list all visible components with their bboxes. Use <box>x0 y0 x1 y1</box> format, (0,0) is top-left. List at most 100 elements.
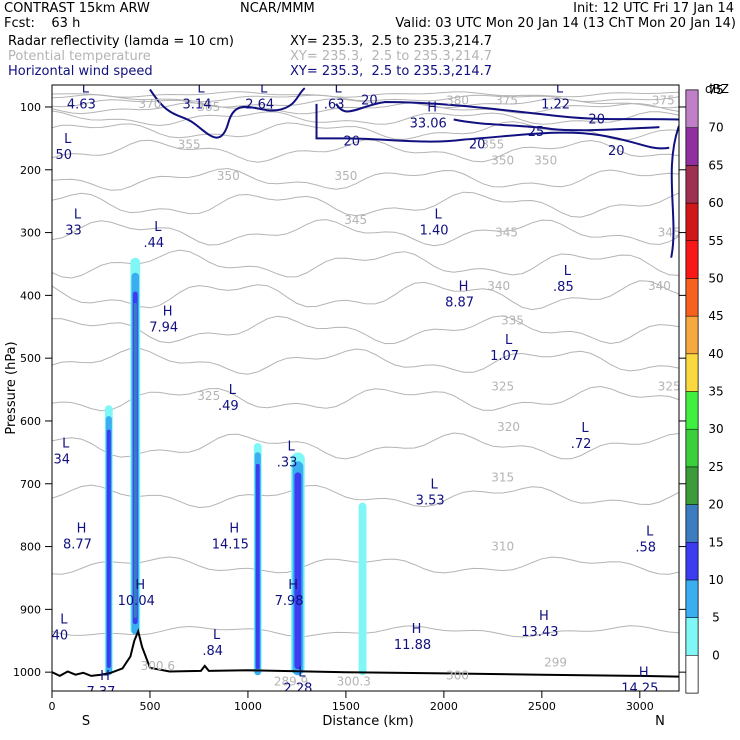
y-tick-label: 700 <box>20 478 41 491</box>
theta-contour <box>52 110 679 127</box>
colorbar-swatch <box>685 466 699 505</box>
theta-contour <box>52 191 679 218</box>
theta-contour-label: 300.3 <box>337 675 371 689</box>
theta-contour-label: 350 <box>534 153 557 167</box>
extremum-value: 10.04 <box>118 594 155 609</box>
wind-contour <box>149 87 306 139</box>
theta-contour-label: 355 <box>178 138 201 152</box>
x-tick-label: 2500 <box>528 700 556 713</box>
theta-contour-label: 299 <box>544 656 567 670</box>
wind-extremum: H14.15 <box>212 521 249 552</box>
extremum-type: L <box>298 666 306 681</box>
x-tick-label: 1500 <box>332 700 360 713</box>
wind-extremum: L.33 <box>277 440 298 471</box>
extremum-type: L <box>74 207 82 222</box>
extremum-value: 7.98 <box>275 594 304 609</box>
extremum-value: 1.07 <box>490 349 519 364</box>
theta-contour-label: 345 <box>344 213 367 227</box>
wind-extremum: H14.25 <box>621 666 658 697</box>
colorbar-label: 30 <box>708 422 723 436</box>
extremum-value: 14.25 <box>621 682 658 697</box>
theta-contour-label: 310 <box>491 540 514 554</box>
wind-extremum: L2.64 <box>245 82 274 113</box>
extremum-value: 8.87 <box>445 296 474 311</box>
wind-extremum: L4.63 <box>67 85 96 113</box>
theta-contour <box>52 484 679 509</box>
y-tick-label: 800 <box>20 541 41 554</box>
y-tick-label: 200 <box>20 164 41 177</box>
extremum-type: L <box>64 132 72 147</box>
terrain-profile <box>52 628 679 678</box>
theta-contour <box>52 347 679 375</box>
colorbar-label: 20 <box>708 498 723 512</box>
wind-extremum: L34 <box>54 437 71 468</box>
extremum-type: L <box>260 82 268 97</box>
colorbar-swatch <box>685 655 699 694</box>
organization-label: NCAR/MMM <box>240 1 315 16</box>
wind-contour-label: 20 <box>469 138 486 153</box>
colorbar-label: 70 <box>708 121 723 135</box>
wind-extremum: L.63 <box>324 85 345 113</box>
field-xy-reflectivity: XY= 235.3, 2.5 to 235.3,214.7 <box>290 34 493 49</box>
theta-contour <box>52 219 679 247</box>
theta-contour <box>52 385 679 412</box>
wind-extremum: H7.94 <box>149 305 178 336</box>
extremum-type: H <box>288 578 298 593</box>
colorbar-label: 35 <box>708 385 723 399</box>
wind-contour-label: 20 <box>588 113 605 128</box>
model-title: CONTRAST 15km ARW <box>4 1 150 16</box>
theta-contour-label: 350 <box>217 169 240 183</box>
colorbar-swatch <box>685 504 699 543</box>
wind-extremum: H7.37 <box>87 669 116 691</box>
theta-contour-label: 320 <box>497 420 520 434</box>
extremum-value: 34 <box>54 453 71 468</box>
reflectivity-cell-core-15 <box>106 429 111 668</box>
theta-contour-label: 325 <box>658 379 681 393</box>
wind-extremum: H11.88 <box>394 622 431 653</box>
wind-extremum: L3.14 <box>183 85 212 113</box>
theta-contour-label: 375 <box>652 94 675 108</box>
extremum-type: L <box>434 207 442 222</box>
extremum-value: 11.88 <box>394 638 431 653</box>
colorbar-swatch <box>685 428 699 468</box>
field-xy-wind: XY= 235.3, 2.5 to 235.3,214.7 <box>290 64 493 79</box>
wind-extremum: H33.06 <box>410 101 447 132</box>
colorbar-label: 40 <box>708 347 723 361</box>
extremum-value: .63 <box>324 98 345 113</box>
extremum-type: L <box>229 383 237 398</box>
x-tick-label: 2000 <box>430 700 458 713</box>
theta-contour-label: 350 <box>491 153 514 167</box>
colorbar-swatch <box>685 617 699 656</box>
theta-contour <box>52 249 679 279</box>
theta-contour-label: 340 <box>487 279 510 293</box>
wind-contour <box>335 100 679 121</box>
extremum-type: H <box>100 669 110 684</box>
wind-contour <box>315 103 670 150</box>
theta-contour-label: 325 <box>491 379 514 393</box>
wind-extremum: L40 <box>52 612 68 643</box>
y-axis: 100 200 300 400 500 600 700 800 900 1000 <box>13 101 686 679</box>
wind-contour-labels: 20 20 20 25 20 20 <box>344 94 625 159</box>
wind-extremum: H13.43 <box>521 609 558 640</box>
extremum-value: 3.53 <box>416 493 445 508</box>
extremum-value: .44 <box>144 236 165 251</box>
theta-contour <box>52 315 679 345</box>
theta-contour <box>52 432 679 460</box>
extremum-type: H <box>427 101 437 116</box>
wind-extremum: H7.98 <box>275 578 304 609</box>
theta-contour-label: 380 <box>446 94 469 108</box>
colorbar-swatch <box>685 542 699 581</box>
colorbar-swatch <box>685 315 699 355</box>
colorbar-label: 15 <box>708 535 723 549</box>
wind-extremum: L.58 <box>635 524 656 555</box>
colorbar-label: 25 <box>708 460 723 474</box>
extremum-type: H <box>459 280 469 295</box>
wind-extremum: L33 <box>65 207 82 238</box>
theta-contour-label: 325 <box>197 389 220 403</box>
wind-extremum: L1.22 <box>541 85 570 113</box>
theta-contour-label: 365 <box>197 100 220 114</box>
extremum-type: L <box>505 333 513 348</box>
theta-contour-label: 345 <box>658 226 681 240</box>
extremum-type: L <box>564 264 572 279</box>
extremum-type: H <box>229 521 239 536</box>
